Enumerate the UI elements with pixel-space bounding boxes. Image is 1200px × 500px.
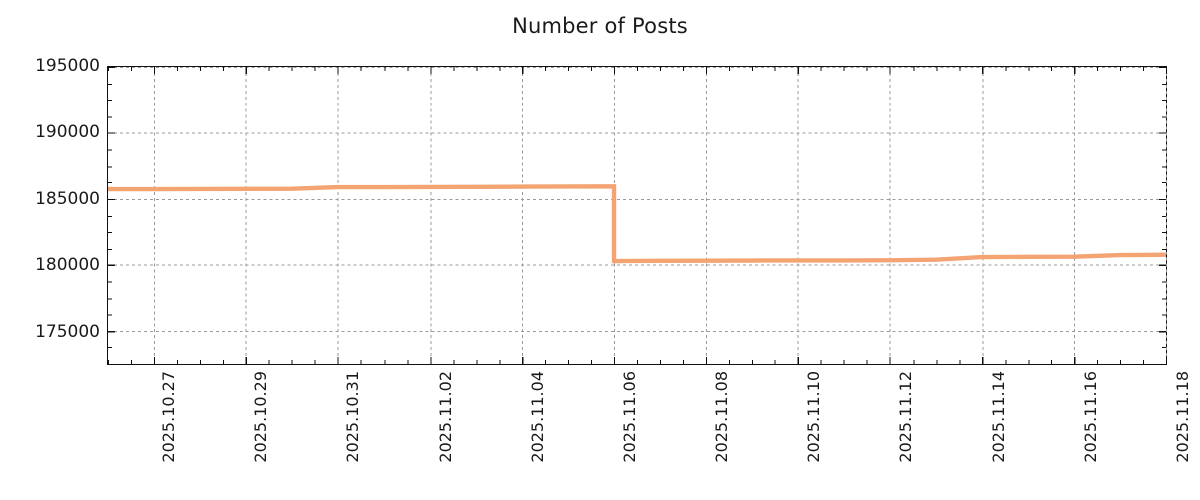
chart-title: Number of Posts <box>512 14 688 38</box>
data-series-line <box>108 184 1167 264</box>
x-tick-label: 2025.11.12 <box>896 371 916 463</box>
x-tick-label: 2025.11.08 <box>712 371 732 463</box>
plot-area <box>107 66 1168 365</box>
x-tick-label: 2025.10.29 <box>251 371 271 463</box>
x-axis-tick-labels: 2025.10.27 2025.10.29 2025.10.31 2025.11.02… <box>107 371 1192 499</box>
axis-ticks <box>108 66 1168 364</box>
x-tick-label: 2025.10.31 <box>343 371 363 463</box>
y-tick-label: 180000 <box>35 255 100 276</box>
x-tick-label: 2025.11.04 <box>527 371 547 463</box>
x-tick-label: 2025.11.18 <box>1173 371 1192 463</box>
x-tick-label: 2025.11.10 <box>804 371 824 463</box>
x-tick-label: 2025.11.06 <box>619 371 639 463</box>
x-tick-label: 2025.10.27 <box>159 371 179 463</box>
x-tick-label: 2025.11.02 <box>435 371 455 463</box>
grid-lines <box>108 67 1167 364</box>
x-tick-label: 2025.11.14 <box>988 371 1008 463</box>
x-tick-label: 2025.11.16 <box>1080 371 1100 463</box>
y-axis-tick-labels: 195000 190000 185000 180000 175000 <box>0 56 100 365</box>
y-tick-label: 185000 <box>35 188 100 209</box>
series-line <box>108 184 1167 264</box>
y-tick-label: 195000 <box>35 56 100 76</box>
y-tick-label: 190000 <box>35 122 100 143</box>
y-tick-label: 175000 <box>35 321 100 342</box>
